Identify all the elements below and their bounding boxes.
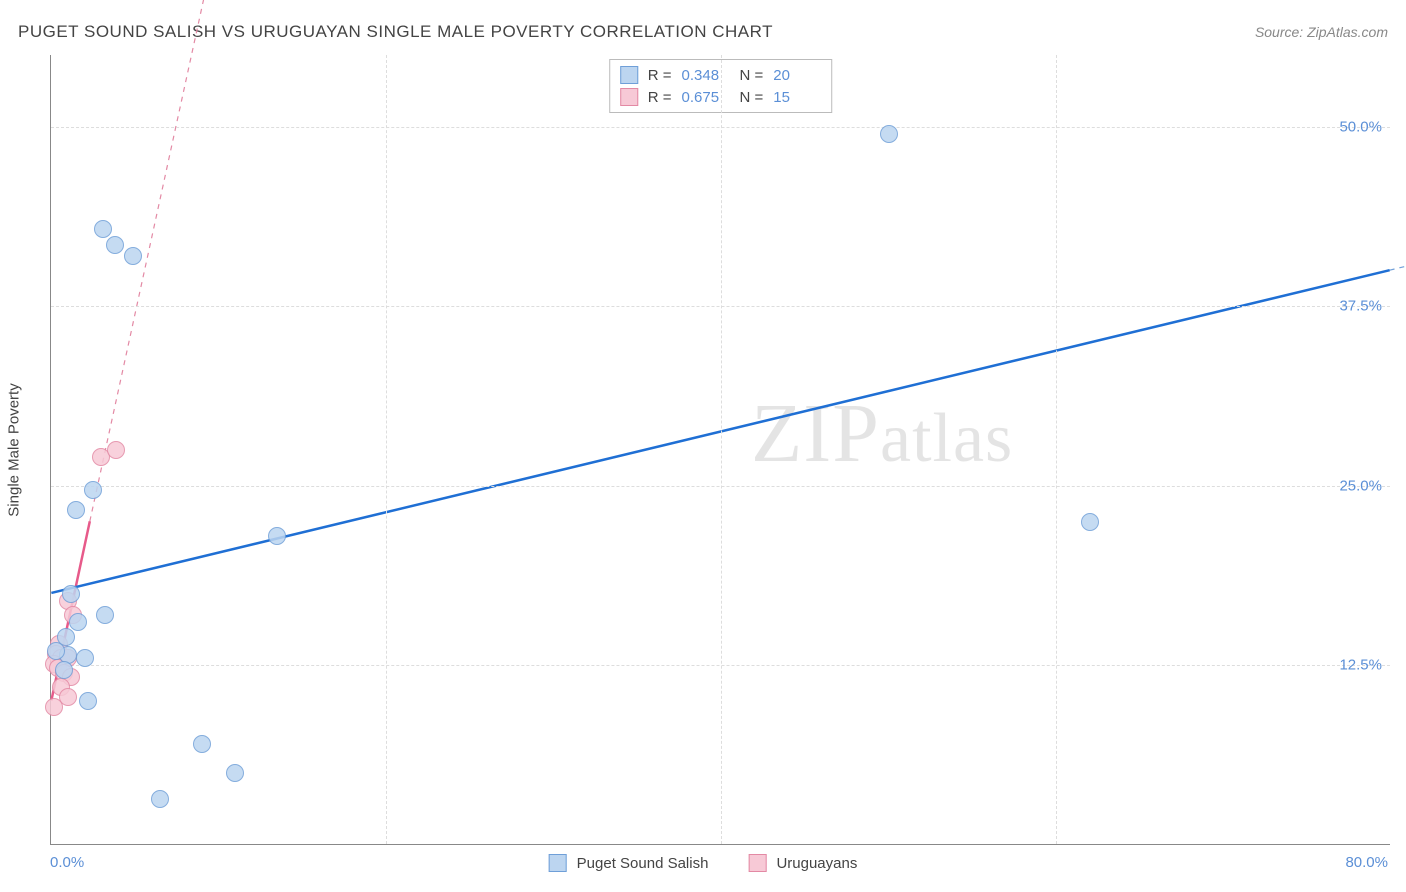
scatter-point-blue: [124, 247, 142, 265]
legend-n-label: N =: [740, 67, 764, 84]
scatter-point-pink: [107, 441, 125, 459]
scatter-point-blue: [57, 628, 75, 646]
legend-n-pink: 15: [773, 89, 821, 106]
scatter-point-blue: [69, 613, 87, 631]
y-axis-label: Single Male Poverty: [6, 383, 23, 516]
legend-r-blue: 0.348: [682, 67, 730, 84]
x-tick-max: 80.0%: [1345, 854, 1388, 871]
legend-r-label: R =: [648, 89, 672, 106]
source-value: ZipAtlas.com: [1307, 24, 1388, 40]
source-label: Source:: [1255, 24, 1303, 40]
scatter-point-blue: [880, 125, 898, 143]
y-tick-label: 50.0%: [1339, 118, 1382, 135]
scatter-point-blue: [62, 585, 80, 603]
trend-line: [1390, 230, 1406, 270]
chart-header: PUGET SOUND SALISH VS URUGUAYAN SINGLE M…: [18, 22, 1388, 42]
y-tick-label: 37.5%: [1339, 298, 1382, 315]
scatter-point-blue: [268, 527, 286, 545]
trend-line: [90, 0, 210, 521]
legend-r-label: R =: [648, 67, 672, 84]
legend-swatch-blue: [620, 66, 638, 84]
scatter-point-blue: [226, 764, 244, 782]
scatter-point-blue: [84, 481, 102, 499]
scatter-point-blue: [94, 220, 112, 238]
y-tick-label: 12.5%: [1339, 657, 1382, 674]
scatter-point-blue: [96, 606, 114, 624]
y-tick-label: 25.0%: [1339, 477, 1382, 494]
legend-r-pink: 0.675: [682, 89, 730, 106]
scatter-point-blue: [193, 735, 211, 753]
legend-n-label: N =: [740, 89, 764, 106]
legend-label-pink: Uruguayans: [776, 855, 857, 872]
x-tick-min: 0.0%: [50, 854, 84, 871]
plot-area: ZIPatlas R = 0.348 N = 20 R = 0.675 N = …: [50, 55, 1390, 845]
legend-swatch-pink: [748, 854, 766, 872]
scatter-point-blue: [151, 790, 169, 808]
chart-source: Source: ZipAtlas.com: [1255, 24, 1388, 40]
scatter-point-blue: [79, 692, 97, 710]
chart-title: PUGET SOUND SALISH VS URUGUAYAN SINGLE M…: [18, 22, 773, 42]
legend-swatch-blue: [549, 854, 567, 872]
scatter-point-blue: [1081, 513, 1099, 531]
legend-n-blue: 20: [773, 67, 821, 84]
legend-series: Puget Sound Salish Uruguayans: [549, 854, 858, 872]
scatter-point-blue: [55, 661, 73, 679]
scatter-point-pink: [45, 698, 63, 716]
scatter-point-blue: [106, 236, 124, 254]
scatter-point-blue: [76, 649, 94, 667]
gridline-v: [1056, 55, 1057, 844]
gridline-v: [721, 55, 722, 844]
legend-label-blue: Puget Sound Salish: [577, 855, 709, 872]
scatter-point-blue: [67, 501, 85, 519]
gridline-v: [386, 55, 387, 844]
legend-swatch-pink: [620, 88, 638, 106]
